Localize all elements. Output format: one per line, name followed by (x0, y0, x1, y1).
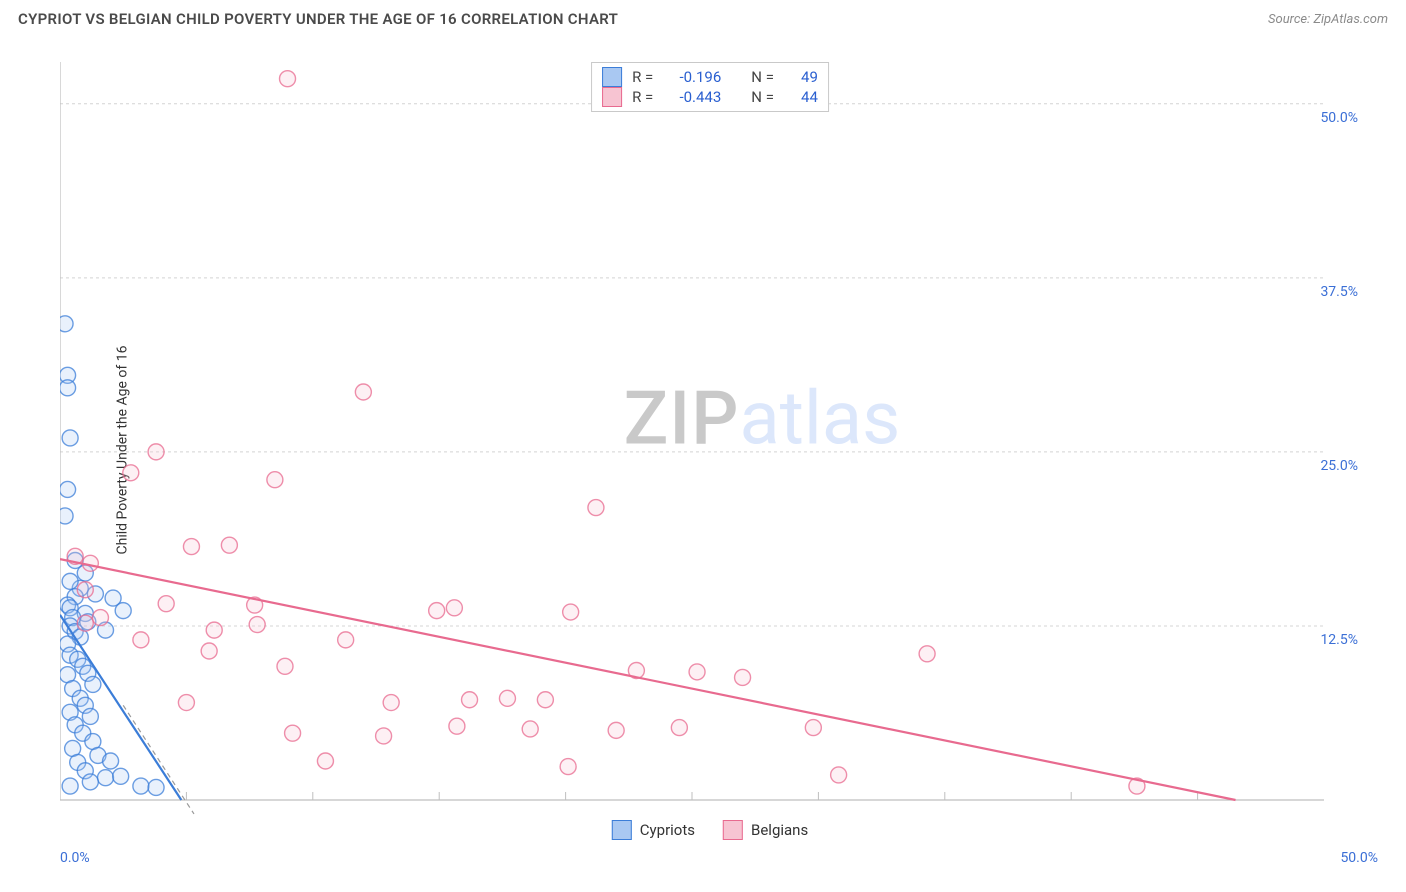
r-value: -0.443 (663, 88, 721, 106)
chart-source: Source: ZipAtlas.com (1268, 12, 1388, 27)
legend-swatch (723, 820, 743, 840)
series-legend: Cypriots Belgians (612, 820, 808, 840)
legend-item: Cypriots (612, 820, 695, 840)
n-label: N = (751, 88, 774, 106)
svg-text:50.0%: 50.0% (1320, 110, 1358, 126)
legend-swatch (602, 87, 622, 107)
legend-swatch (602, 67, 622, 87)
svg-text:25.0%: 25.0% (1320, 458, 1358, 474)
n-label: N = (751, 68, 774, 86)
chart-title: CYPRIOT VS BELGIAN CHILD POVERTY UNDER T… (18, 10, 618, 28)
stats-legend: R = -0.196 N = 49 R = -0.443 N = 44 (591, 62, 829, 112)
r-value: -0.196 (663, 68, 721, 86)
x-axis-max-label: 50.0% (1340, 850, 1378, 866)
stats-legend-row: R = -0.443 N = 44 (602, 87, 818, 107)
x-axis-origin-label: 0.0% (60, 850, 90, 866)
source-name: ZipAtlas.com (1313, 12, 1388, 27)
source-prefix: Source: (1268, 12, 1313, 27)
chart-area: Child Poverty Under the Age of 16 12.5%2… (24, 40, 1386, 860)
r-label: R = (632, 88, 653, 106)
legend-label: Cypriots (640, 821, 695, 839)
chart-header: CYPRIOT VS BELGIAN CHILD POVERTY UNDER T… (0, 0, 1406, 34)
stats-legend-row: R = -0.196 N = 49 (602, 67, 818, 87)
n-value: 44 (784, 88, 818, 106)
scatter-plot-svg: 12.5% 25.0% 37.5% 50.0% (60, 62, 1360, 822)
legend-swatch (612, 820, 632, 840)
svg-text:12.5%: 12.5% (1320, 632, 1358, 648)
r-label: R = (632, 68, 653, 86)
legend-item: Belgians (723, 820, 808, 840)
svg-text:37.5%: 37.5% (1320, 284, 1358, 300)
legend-label: Belgians (751, 821, 808, 839)
plot-region: 12.5%25.0%37.5%50.0% ZIPatlas R =-0.196N… (60, 62, 1360, 822)
n-value: 49 (784, 68, 818, 86)
